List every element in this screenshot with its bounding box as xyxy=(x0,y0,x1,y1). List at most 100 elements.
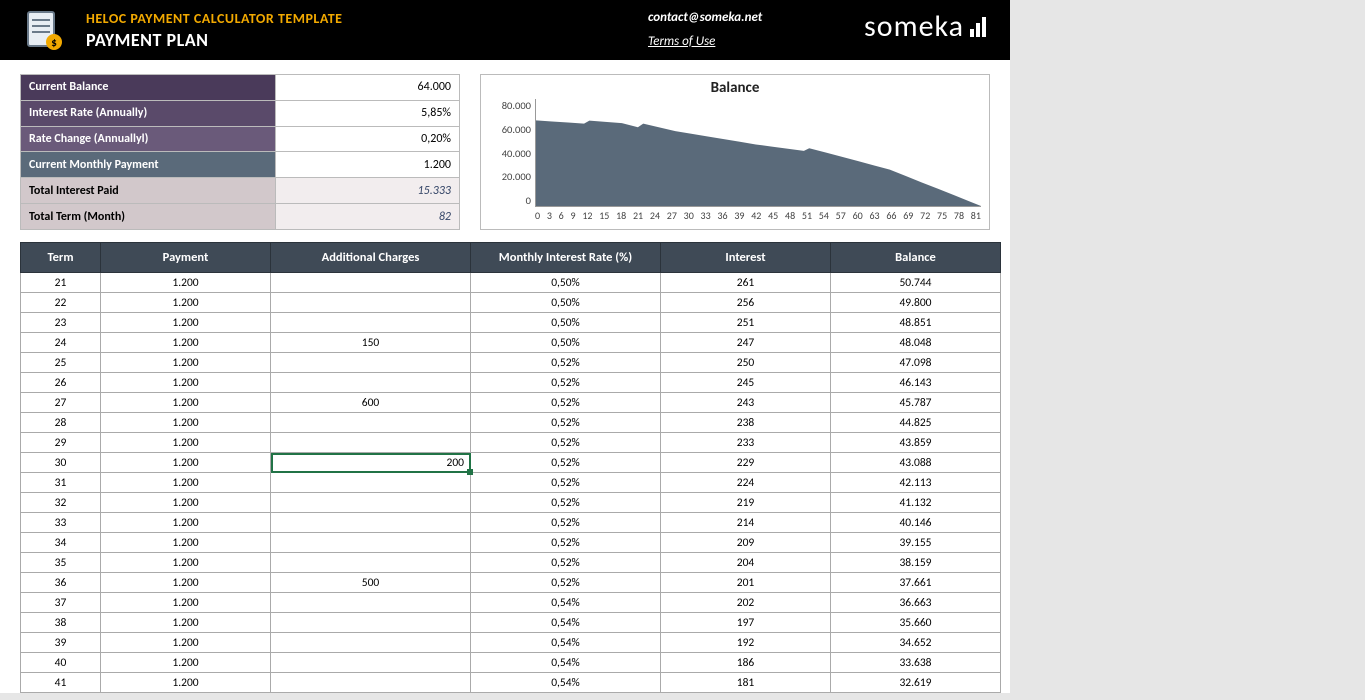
summary-value[interactable]: 1.200 xyxy=(276,152,460,178)
cell[interactable]: 31 xyxy=(21,473,101,493)
cell[interactable]: 42.113 xyxy=(831,473,1001,493)
cell[interactable]: 192 xyxy=(661,633,831,653)
table-row[interactable]: 381.2000,54%19735.660 xyxy=(21,613,1001,633)
cell[interactable]: 47.098 xyxy=(831,353,1001,373)
cell[interactable]: 48.851 xyxy=(831,313,1001,333)
cell[interactable]: 209 xyxy=(661,533,831,553)
cell[interactable]: 1.200 xyxy=(101,593,271,613)
cell[interactable]: 0,52% xyxy=(471,493,661,513)
cell[interactable]: 34 xyxy=(21,533,101,553)
cell[interactable]: 27 xyxy=(21,393,101,413)
cell[interactable]: 0,52% xyxy=(471,413,661,433)
column-header[interactable]: Term xyxy=(21,243,101,273)
cell[interactable]: 1.200 xyxy=(101,653,271,673)
cell[interactable]: 0,52% xyxy=(471,373,661,393)
table-row[interactable]: 361.2005000,52%20137.661 xyxy=(21,573,1001,593)
cell[interactable]: 1.200 xyxy=(101,473,271,493)
cell[interactable]: 43.088 xyxy=(831,453,1001,473)
cell[interactable]: 247 xyxy=(661,333,831,353)
cell[interactable]: 33 xyxy=(21,513,101,533)
cell[interactable] xyxy=(271,493,471,513)
terms-link[interactable]: Terms of Use xyxy=(648,34,715,49)
cell[interactable] xyxy=(271,593,471,613)
cell[interactable]: 251 xyxy=(661,313,831,333)
column-header[interactable]: Additional Charges xyxy=(271,243,471,273)
cell[interactable]: 40.146 xyxy=(831,513,1001,533)
table-row[interactable]: 411.2000,54%18132.619 xyxy=(21,673,1001,693)
cell[interactable]: 0,54% xyxy=(471,593,661,613)
cell[interactable]: 43.859 xyxy=(831,433,1001,453)
cell[interactable]: 1.200 xyxy=(101,293,271,313)
cell[interactable]: 181 xyxy=(661,673,831,693)
cell[interactable]: 204 xyxy=(661,553,831,573)
cell[interactable]: 243 xyxy=(661,393,831,413)
cell[interactable]: 38.159 xyxy=(831,553,1001,573)
selected-cell[interactable]: 200 xyxy=(271,453,471,473)
table-row[interactable]: 391.2000,54%19234.652 xyxy=(21,633,1001,653)
cell[interactable]: 45.787 xyxy=(831,393,1001,413)
cell[interactable]: 0,54% xyxy=(471,633,661,653)
cell[interactable]: 1.200 xyxy=(101,533,271,553)
cell[interactable]: 1.200 xyxy=(101,353,271,373)
cell[interactable]: 256 xyxy=(661,293,831,313)
cell[interactable] xyxy=(271,613,471,633)
cell[interactable]: 37.661 xyxy=(831,573,1001,593)
cell[interactable]: 38 xyxy=(21,613,101,633)
cell[interactable]: 1.200 xyxy=(101,273,271,293)
cell[interactable]: 24 xyxy=(21,333,101,353)
payment-table[interactable]: TermPaymentAdditional ChargesMonthly Int… xyxy=(20,242,1001,693)
cell[interactable]: 1.200 xyxy=(101,613,271,633)
table-row[interactable]: 211.2000,50%26150.744 xyxy=(21,273,1001,293)
cell[interactable]: 32 xyxy=(21,493,101,513)
cell[interactable]: 0,50% xyxy=(471,293,661,313)
cell[interactable] xyxy=(271,433,471,453)
table-row[interactable]: 271.2006000,52%24345.787 xyxy=(21,393,1001,413)
cell[interactable]: 1.200 xyxy=(101,633,271,653)
cell[interactable]: 28 xyxy=(21,413,101,433)
cell[interactable] xyxy=(271,553,471,573)
cell[interactable]: 34.652 xyxy=(831,633,1001,653)
cell[interactable] xyxy=(271,413,471,433)
cell[interactable]: 0,50% xyxy=(471,273,661,293)
cell[interactable]: 32.619 xyxy=(831,673,1001,693)
cell[interactable]: 1.200 xyxy=(101,313,271,333)
table-row[interactable]: 401.2000,54%18633.638 xyxy=(21,653,1001,673)
cell[interactable]: 0,52% xyxy=(471,453,661,473)
cell[interactable] xyxy=(271,633,471,653)
cell[interactable] xyxy=(271,513,471,533)
column-header[interactable]: Balance xyxy=(831,243,1001,273)
cell[interactable]: 25 xyxy=(21,353,101,373)
cell[interactable]: 1.200 xyxy=(101,373,271,393)
cell[interactable]: 48.048 xyxy=(831,333,1001,353)
cell[interactable]: 1.200 xyxy=(101,553,271,573)
cell[interactable]: 0,52% xyxy=(471,393,661,413)
cell[interactable]: 1.200 xyxy=(101,433,271,453)
cell[interactable]: 41.132 xyxy=(831,493,1001,513)
cell[interactable]: 500 xyxy=(271,573,471,593)
cell[interactable]: 23 xyxy=(21,313,101,333)
cell[interactable]: 0,52% xyxy=(471,433,661,453)
cell[interactable]: 238 xyxy=(661,413,831,433)
table-row[interactable]: 251.2000,52%25047.098 xyxy=(21,353,1001,373)
cell[interactable]: 1.200 xyxy=(101,493,271,513)
summary-value[interactable]: 64.000 xyxy=(276,75,460,101)
summary-value[interactable]: 0,20% xyxy=(276,126,460,152)
table-row[interactable]: 261.2000,52%24546.143 xyxy=(21,373,1001,393)
table-body[interactable]: 211.2000,50%26150.744221.2000,50%25649.8… xyxy=(21,273,1001,693)
cell[interactable]: 0,50% xyxy=(471,313,661,333)
cell[interactable]: 35.660 xyxy=(831,613,1001,633)
table-row[interactable]: 301.2002000,52%22943.088 xyxy=(21,453,1001,473)
summary-value[interactable]: 82 xyxy=(276,204,460,230)
table-row[interactable]: 241.2001500,50%24748.048 xyxy=(21,333,1001,353)
summary-value[interactable]: 15.333 xyxy=(276,178,460,204)
cell[interactable]: 41 xyxy=(21,673,101,693)
cell[interactable]: 1.200 xyxy=(101,393,271,413)
cell[interactable]: 1.200 xyxy=(101,333,271,353)
table-row[interactable]: 351.2000,52%20438.159 xyxy=(21,553,1001,573)
table-row[interactable]: 231.200 0,50%25148.851 xyxy=(21,313,1001,333)
cell[interactable]: 0,52% xyxy=(471,513,661,533)
cell[interactable]: 250 xyxy=(661,353,831,373)
cell[interactable]: 0,54% xyxy=(471,653,661,673)
cell[interactable]: 224 xyxy=(661,473,831,493)
cell[interactable] xyxy=(271,653,471,673)
